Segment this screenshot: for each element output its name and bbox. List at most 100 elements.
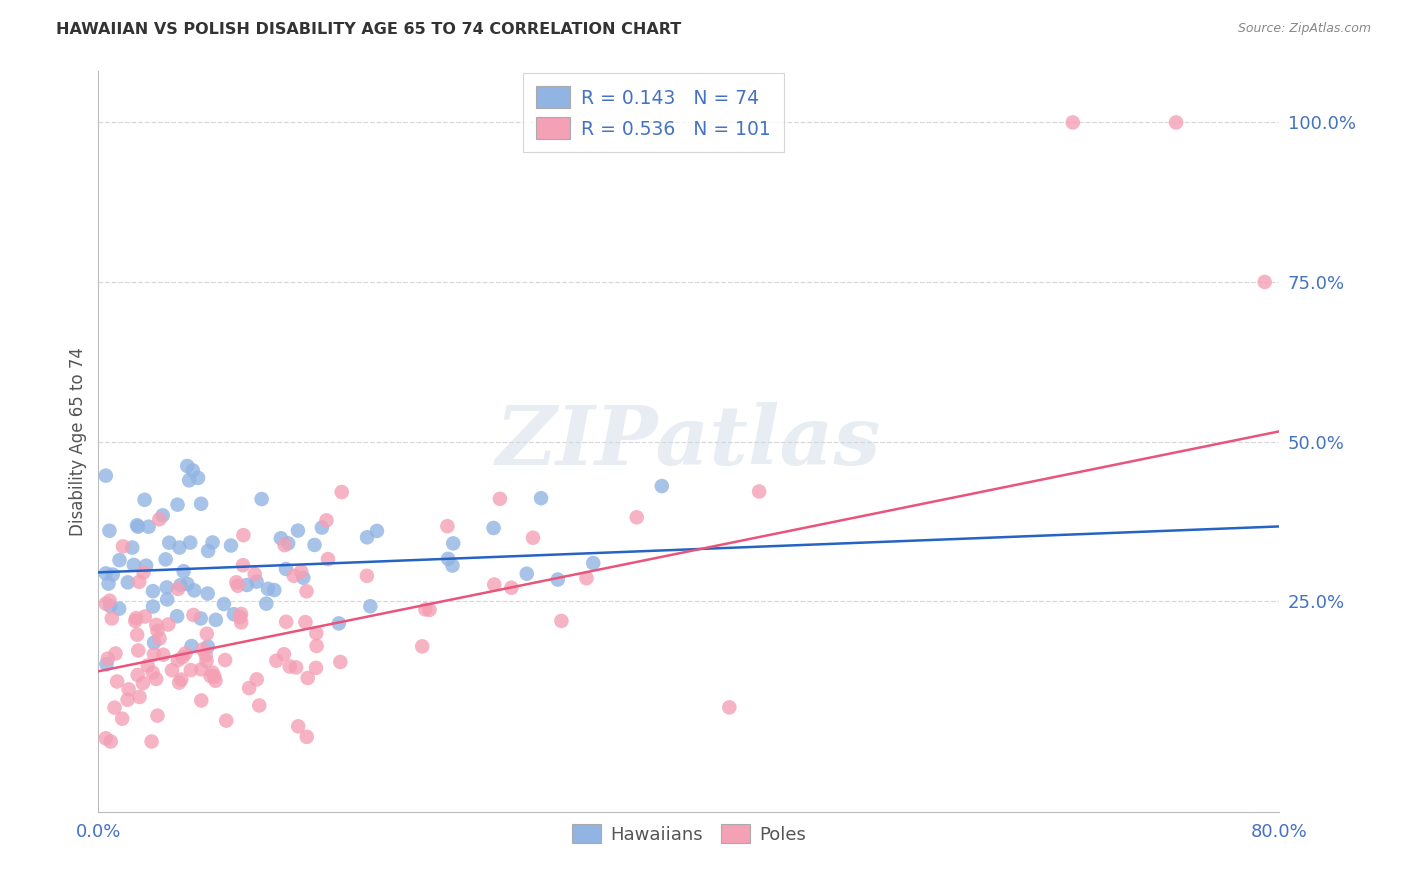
Point (142, 599, 165, 614)
Point (356, 569, 378, 583)
Point (197, 640, 219, 654)
Point (156, 592, 179, 607)
Point (482, 521, 505, 535)
Point (173, 564, 195, 578)
Point (204, 613, 226, 627)
Point (329, 655, 352, 669)
Text: HAWAIIAN VS POLISH DISABILITY AGE 65 TO 74 CORRELATION CHART: HAWAIIAN VS POLISH DISABILITY AGE 65 TO … (56, 22, 682, 37)
Point (191, 642, 214, 657)
Point (128, 574, 150, 589)
Point (501, 581, 523, 595)
Point (148, 512, 170, 526)
Point (94, 597, 117, 611)
Point (315, 513, 337, 527)
Point (489, 491, 512, 506)
Point (201, 535, 224, 549)
Point (311, 520, 333, 534)
Point (117, 692, 139, 706)
Point (522, 531, 544, 545)
Point (108, 601, 131, 615)
Point (441, 558, 464, 573)
Point (143, 635, 166, 649)
Point (195, 627, 218, 641)
Point (125, 611, 148, 625)
Point (190, 662, 212, 676)
Point (94, 566, 117, 581)
Point (197, 586, 219, 600)
Point (108, 553, 131, 567)
Point (305, 661, 328, 675)
Point (179, 473, 201, 487)
Point (167, 653, 190, 667)
Point (250, 491, 273, 506)
Point (245, 574, 267, 589)
Point (200, 669, 222, 683)
Point (111, 712, 134, 726)
Point (176, 577, 198, 591)
Point (167, 675, 190, 690)
Point (236, 578, 259, 592)
Point (127, 519, 149, 533)
Point (190, 497, 212, 511)
Point (117, 682, 139, 697)
Point (294, 615, 316, 629)
Point (359, 599, 381, 614)
Point (170, 673, 193, 687)
Point (183, 583, 205, 598)
Point (97, 576, 120, 591)
Point (411, 640, 433, 654)
Point (238, 681, 260, 695)
Point (190, 693, 212, 707)
Point (138, 519, 160, 533)
Point (148, 632, 170, 646)
Point (436, 519, 458, 533)
Point (105, 674, 128, 689)
Point (174, 647, 197, 661)
Point (305, 626, 328, 640)
Point (215, 714, 238, 728)
Point (166, 498, 188, 512)
Point (214, 653, 236, 667)
Point (273, 538, 295, 552)
Point (437, 552, 460, 566)
Point (135, 558, 157, 573)
Point (98, 599, 121, 613)
Point (172, 650, 194, 665)
Point (152, 648, 174, 662)
Point (94, 468, 117, 483)
Point (1166, 115, 1188, 129)
Point (180, 663, 202, 677)
Point (748, 484, 770, 499)
Point (195, 654, 218, 668)
Point (125, 518, 148, 533)
Point (194, 648, 217, 663)
Point (278, 659, 301, 673)
Point (142, 584, 165, 599)
Point (316, 552, 339, 566)
Point (176, 458, 198, 473)
Point (167, 582, 190, 596)
Point (484, 577, 506, 591)
Point (100, 734, 122, 748)
Point (145, 672, 167, 686)
Point (104, 700, 127, 714)
Point (94, 731, 117, 746)
Point (246, 673, 269, 687)
Point (222, 607, 245, 622)
Point (276, 615, 298, 629)
Point (266, 654, 288, 668)
Point (204, 673, 226, 688)
Point (156, 581, 179, 595)
Point (142, 665, 165, 680)
Point (169, 541, 191, 555)
Point (124, 614, 146, 628)
Point (146, 624, 169, 638)
Point (283, 568, 305, 582)
Point (516, 566, 538, 581)
Point (290, 565, 312, 579)
Point (575, 571, 598, 585)
Point (243, 567, 266, 582)
Point (160, 663, 183, 677)
Point (651, 479, 673, 493)
Point (101, 567, 124, 582)
